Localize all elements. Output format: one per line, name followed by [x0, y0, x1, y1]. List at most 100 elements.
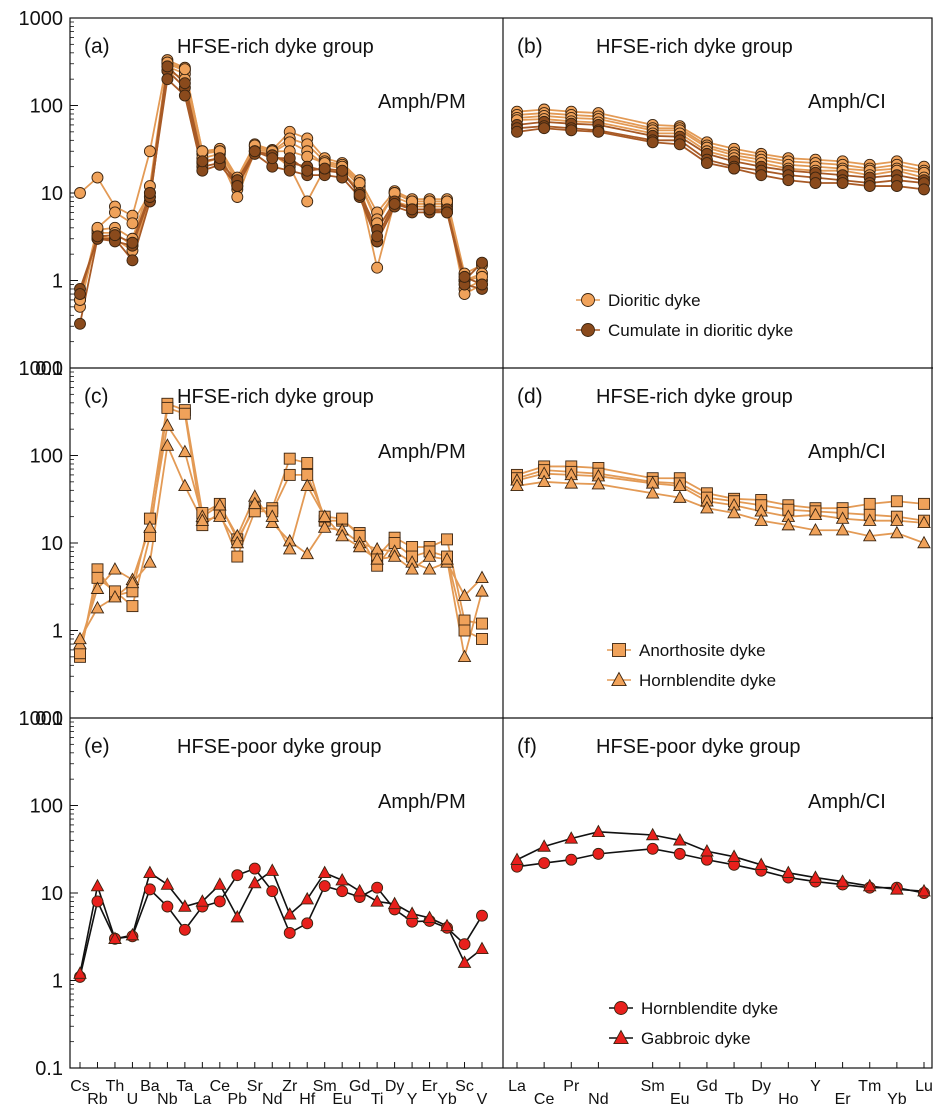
data-point: [441, 206, 453, 219]
data-point: [300, 478, 315, 492]
data-point: [178, 478, 192, 492]
data-point: [178, 407, 191, 420]
x-tick-label-sm: Sm: [313, 1078, 337, 1095]
data-point: [178, 923, 191, 936]
data-point: [727, 849, 741, 862]
data-point: [178, 89, 191, 102]
legend-label: Anorthosite dyke: [639, 641, 766, 660]
data-point: [108, 931, 122, 944]
series-line-hornblendite-dyke: [516, 480, 925, 544]
x-tick-label-eu: Eu: [332, 1091, 352, 1108]
data-point: [808, 507, 823, 520]
data-point: [646, 842, 659, 855]
data-point: [90, 581, 105, 594]
data-point: [890, 525, 904, 539]
data-point: [890, 513, 904, 526]
x-tick-label-er: Er: [422, 1078, 439, 1095]
data-point: [125, 575, 140, 589]
data-point: [195, 894, 210, 907]
data-point: [73, 966, 87, 979]
x-tick-label-sm: Sm: [641, 1078, 665, 1095]
data-point: [370, 552, 384, 565]
data-point: [91, 171, 104, 184]
data-point: [231, 180, 244, 193]
x-tick-label-cs: Cs: [70, 1078, 90, 1095]
data-point: [160, 438, 175, 451]
data-point: [301, 195, 314, 208]
series-line-hornblendite-dyke: [516, 847, 925, 894]
data-point: [266, 152, 279, 165]
data-point: [476, 256, 488, 269]
data-point: [457, 588, 472, 601]
data-point: [476, 909, 488, 922]
series-line-hornblendite-dyke: [79, 867, 483, 978]
data-point: [440, 552, 454, 565]
x-tick-label-ba: Ba: [140, 1078, 160, 1095]
normalization-label: Amph/CI: [808, 791, 886, 813]
data-point: [247, 496, 262, 510]
data-point: [265, 509, 280, 522]
data-point: [591, 476, 606, 490]
y-tick-label: 0.1: [35, 358, 63, 380]
data-point: [565, 853, 578, 866]
panel-title: HFSE-poor dyke group: [177, 736, 382, 758]
data-point: [700, 157, 713, 169]
y-tick-label: 0.1: [35, 708, 63, 730]
panel-label: (b): [517, 35, 543, 58]
data-point: [538, 857, 551, 869]
legend-marker-triangle: [611, 671, 627, 687]
data-point: [475, 941, 489, 955]
x-tick-label-y: Y: [810, 1078, 821, 1095]
data-point: [160, 418, 175, 431]
x-tick-label-eu: Eu: [670, 1091, 690, 1108]
data-point: [196, 145, 209, 158]
panel-label: (a): [84, 35, 110, 58]
data-point: [458, 270, 471, 283]
data-point: [371, 261, 384, 274]
data-point: [645, 827, 660, 841]
series-group: [511, 103, 930, 196]
data-point: [143, 145, 156, 158]
x-tick-label-nb: Nb: [157, 1091, 178, 1108]
series-group: [73, 862, 489, 983]
data-point: [476, 633, 488, 645]
data-point: [283, 164, 296, 177]
data-point: [301, 150, 314, 163]
data-point: [178, 899, 192, 912]
data-point: [808, 522, 823, 536]
data-point: [213, 152, 226, 165]
data-point: [108, 562, 122, 575]
data-point: [458, 614, 471, 627]
series-group: [510, 460, 931, 549]
legend-marker-circle: [581, 293, 595, 307]
data-point: [646, 136, 659, 149]
data-point: [475, 584, 489, 597]
data-point: [90, 878, 105, 892]
data-point: [301, 457, 314, 469]
data-point: [161, 900, 174, 913]
series-group: [510, 824, 931, 899]
x-tick-label-ce: Ce: [210, 1078, 231, 1095]
x-tick-label-ce: Ce: [534, 1091, 555, 1108]
x-tick-label-ta: Ta: [176, 1078, 193, 1095]
legend-marker-triangle: [613, 1029, 629, 1045]
data-point: [265, 515, 280, 529]
x-tick-label-yb: Yb: [887, 1091, 907, 1108]
normalization-label: Amph/PM: [378, 791, 466, 813]
data-point: [74, 288, 86, 301]
data-point: [918, 183, 930, 196]
panel-e: (e) HFSE-poor dyke group Amph/PM: [73, 735, 489, 983]
data-point: [565, 124, 578, 137]
data-point: [161, 60, 174, 73]
series-line-cumulate-in-dioritic-dyke: [516, 127, 925, 191]
data-point: [754, 513, 769, 526]
data-point: [91, 230, 104, 243]
y-tick-label: 10: [41, 883, 63, 905]
x-tick-label-tb: Tb: [725, 1091, 744, 1108]
data-point: [387, 896, 402, 910]
data-point: [317, 509, 332, 522]
legend: Hornblendite dyke Gabbroic dyke: [609, 999, 778, 1048]
data-point: [406, 203, 419, 216]
